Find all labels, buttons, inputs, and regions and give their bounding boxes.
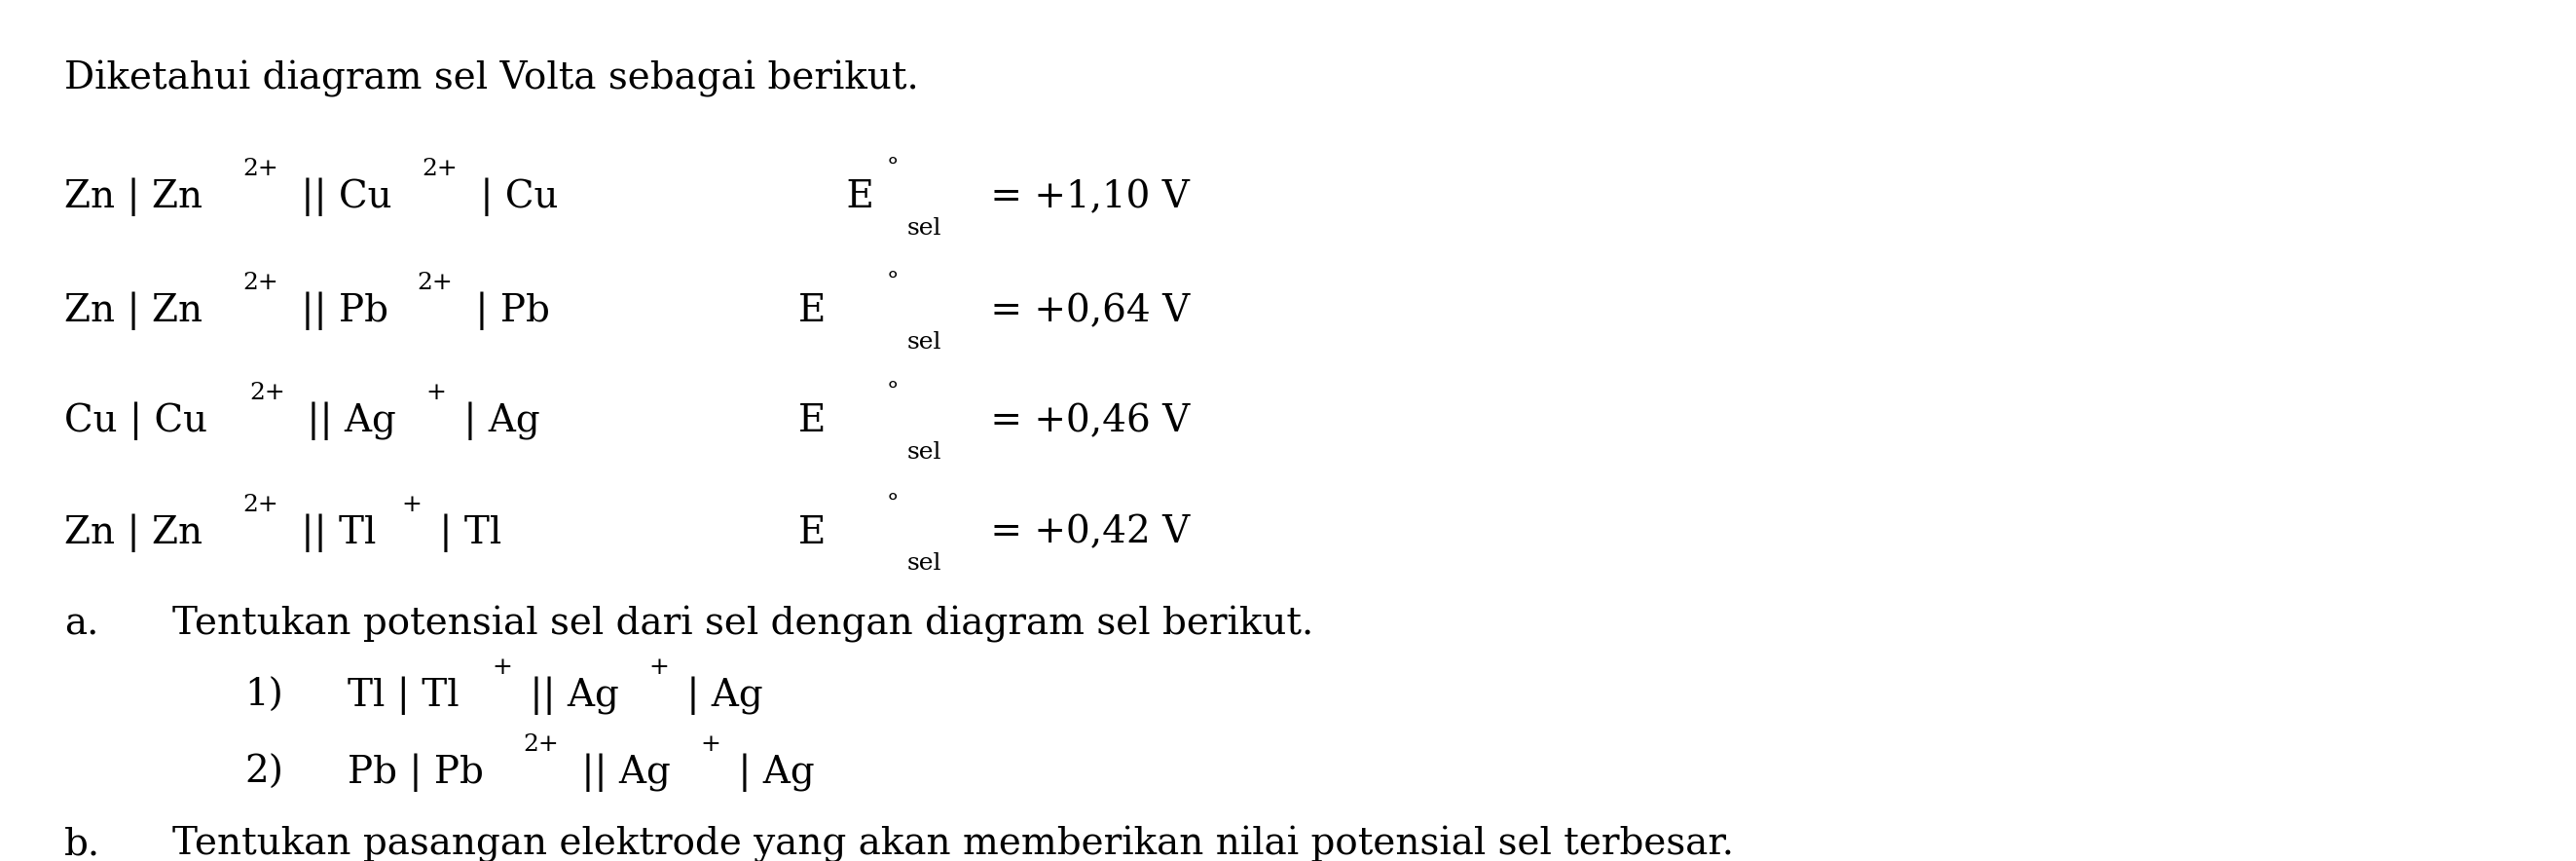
Text: a.: a. [64,606,98,642]
Text: | Ag: | Ag [726,753,814,791]
Text: +: + [701,733,721,755]
Text: Tentukan pasangan elektrode yang akan memberikan nilai potensial sel terbesar.: Tentukan pasangan elektrode yang akan me… [173,826,1734,861]
Text: sel: sel [907,217,940,239]
Text: °: ° [886,493,899,516]
Text: sel: sel [907,441,940,463]
Text: E: E [799,179,873,215]
Text: E: E [799,294,827,329]
Text: = +0,46 V: = +0,46 V [979,403,1190,439]
Text: 1): 1) [245,678,283,715]
Text: 2+: 2+ [250,381,286,404]
Text: || Ag: || Ag [296,402,397,440]
Text: +: + [425,381,446,404]
Text: 2): 2) [245,754,283,790]
Text: +: + [492,657,513,679]
Text: || Cu: || Cu [289,177,392,216]
Text: || Ag: || Ag [569,753,670,791]
Text: || Pb: || Pb [289,292,389,331]
Text: | Tl: | Tl [428,513,502,552]
Text: E: E [799,403,827,439]
Text: 2+: 2+ [523,733,559,755]
Text: Tl | Tl: Tl | Tl [348,677,459,715]
Text: +: + [649,657,670,679]
Text: b.: b. [64,827,100,861]
Text: 2+: 2+ [242,493,278,516]
Text: °: ° [886,158,899,180]
Text: = +1,10 V: = +1,10 V [979,179,1190,215]
Text: Cu | Cu: Cu | Cu [64,402,209,440]
Text: = +0,42 V: = +0,42 V [979,515,1190,551]
Text: Pb | Pb: Pb | Pb [348,753,484,791]
Text: 2+: 2+ [417,272,453,294]
Text: | Cu: | Cu [469,177,559,216]
Text: | Pb: | Pb [464,292,549,331]
Text: sel: sel [907,553,940,575]
Text: °: ° [886,381,899,404]
Text: | Ag: | Ag [453,402,541,440]
Text: Zn | Zn: Zn | Zn [64,513,204,552]
Text: E: E [799,515,827,551]
Text: sel: sel [907,331,940,354]
Text: Zn | Zn: Zn | Zn [64,292,204,331]
Text: °: ° [886,272,899,294]
Text: 2+: 2+ [242,158,278,180]
Text: 2+: 2+ [422,158,459,180]
Text: || Tl: || Tl [289,513,376,552]
Text: +: + [402,493,422,516]
Text: | Ag: | Ag [675,677,762,715]
Text: Zn | Zn: Zn | Zn [64,177,204,216]
Text: Tentukan potensial sel dari sel dengan diagram sel berikut.: Tentukan potensial sel dari sel dengan d… [173,606,1314,643]
Text: || Ag: || Ag [518,677,618,715]
Text: = +0,64 V: = +0,64 V [979,294,1190,329]
Text: 2+: 2+ [242,272,278,294]
Text: Diketahui diagram sel Volta sebagai berikut.: Diketahui diagram sel Volta sebagai beri… [64,60,920,97]
